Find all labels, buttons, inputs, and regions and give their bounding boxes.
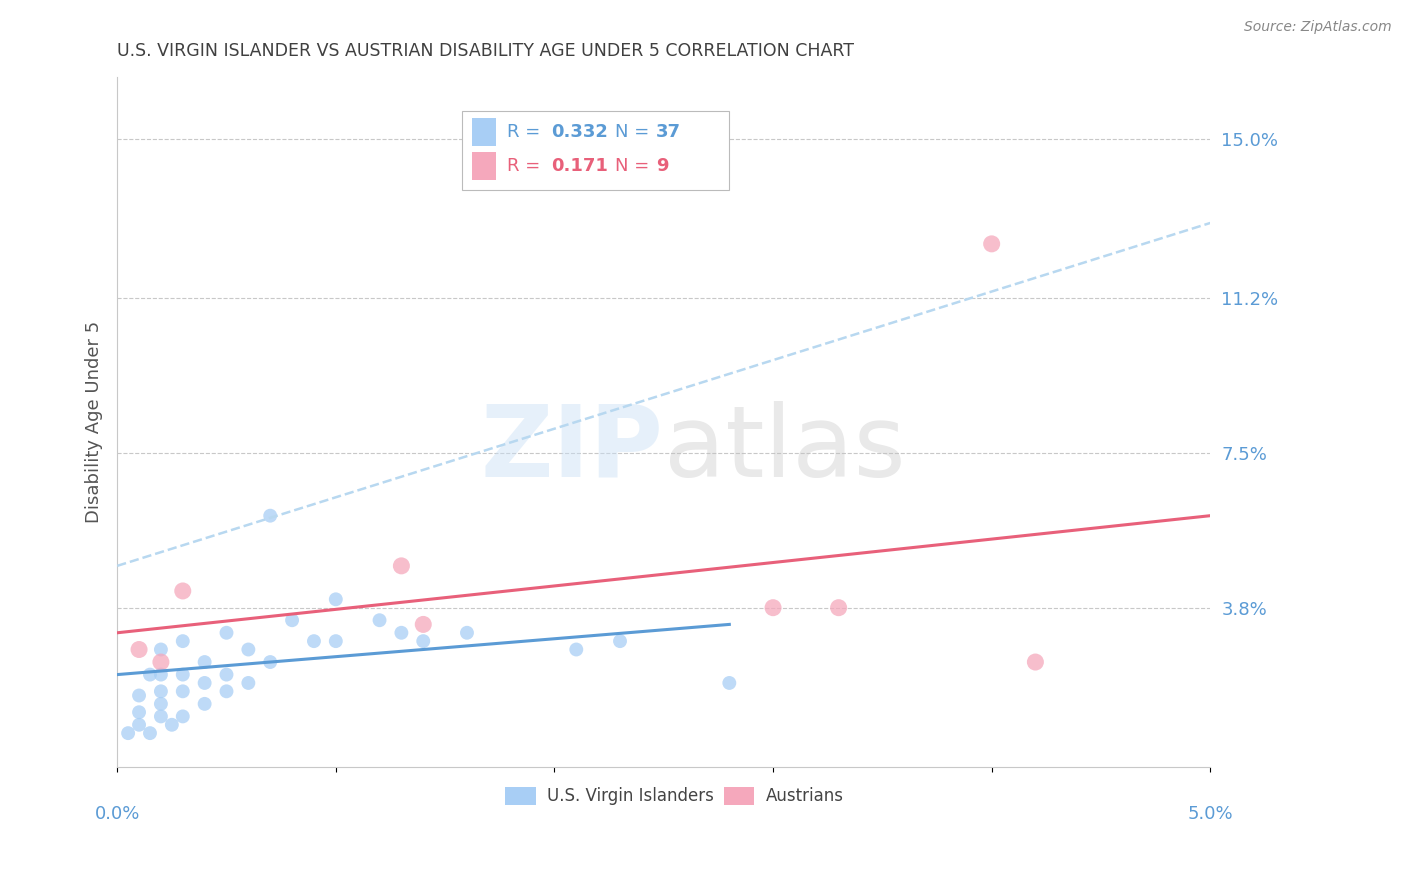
FancyBboxPatch shape [461, 112, 730, 191]
FancyBboxPatch shape [472, 153, 496, 180]
Point [215, 625, 238, 640]
Point [128, 718, 150, 732]
Text: Austrians: Austrians [765, 788, 844, 805]
Text: Source: ZipAtlas.com: Source: ZipAtlas.com [1244, 20, 1392, 34]
Text: atlas: atlas [664, 401, 905, 498]
Text: U.S. Virgin Islanders: U.S. Virgin Islanders [547, 788, 714, 805]
Point [412, 617, 434, 632]
Text: 0.171: 0.171 [551, 157, 607, 176]
Point [281, 613, 304, 627]
Point [412, 634, 434, 648]
Point [238, 676, 260, 690]
Point [389, 625, 412, 640]
Point [149, 655, 172, 669]
Point [302, 634, 325, 648]
Text: R =: R = [508, 157, 541, 176]
Text: 9: 9 [657, 157, 669, 176]
Point [172, 667, 194, 681]
Point [980, 236, 1002, 251]
Text: R =: R = [508, 123, 541, 141]
Point [128, 689, 150, 703]
Point [194, 697, 217, 711]
Point [1024, 655, 1046, 669]
Point [389, 558, 412, 573]
Point [368, 613, 391, 627]
Point [139, 667, 162, 681]
Text: 37: 37 [657, 123, 681, 141]
Point [762, 600, 785, 615]
Point [139, 726, 162, 740]
Point [149, 667, 172, 681]
FancyBboxPatch shape [505, 788, 536, 805]
FancyBboxPatch shape [724, 788, 755, 805]
Point [456, 625, 478, 640]
Y-axis label: Disability Age Under 5: Disability Age Under 5 [86, 320, 103, 523]
Point [128, 642, 150, 657]
Point [194, 655, 217, 669]
FancyBboxPatch shape [472, 118, 496, 145]
Point [718, 676, 741, 690]
Point [565, 642, 588, 657]
Point [215, 667, 238, 681]
Point [238, 642, 260, 657]
Point [149, 642, 172, 657]
Point [172, 634, 194, 648]
Point [827, 600, 849, 615]
Point [609, 634, 631, 648]
Point [215, 684, 238, 698]
Point [194, 676, 217, 690]
Point [259, 655, 281, 669]
Point [325, 634, 347, 648]
Text: N =: N = [614, 123, 648, 141]
Point [172, 684, 194, 698]
Text: 5.0%: 5.0% [1188, 805, 1233, 823]
Point [172, 709, 194, 723]
Point [259, 508, 281, 523]
Text: 0.332: 0.332 [551, 123, 607, 141]
Point [149, 684, 172, 698]
Text: U.S. VIRGIN ISLANDER VS AUSTRIAN DISABILITY AGE UNDER 5 CORRELATION CHART: U.S. VIRGIN ISLANDER VS AUSTRIAN DISABIL… [117, 42, 855, 60]
Text: ZIP: ZIP [481, 401, 664, 498]
Text: N =: N = [614, 157, 648, 176]
Point [117, 726, 139, 740]
Point [128, 705, 150, 719]
Point [325, 592, 347, 607]
Text: 0.0%: 0.0% [94, 805, 139, 823]
Point [149, 697, 172, 711]
Point [160, 718, 183, 732]
Point [172, 584, 194, 599]
Point [149, 709, 172, 723]
